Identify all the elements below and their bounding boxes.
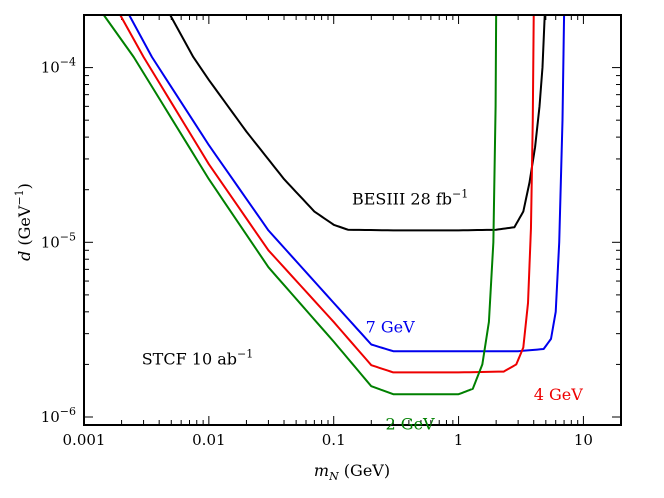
y-tick-base: 10 [41,408,60,426]
plot-frame [83,14,622,426]
x-tick-label: 1 [454,431,464,449]
y-tick-label: 10−6 [41,405,76,426]
series-line [128,15,566,353]
y-axis-label: d (GeV−1) [13,183,34,261]
series-line [102,15,498,396]
y-axis-unit-close: ) [15,183,34,189]
y-tick-exp: −5 [60,230,76,243]
annotation-sup: −1 [452,187,468,200]
x-tick-label: 0.01 [192,431,225,449]
annotation-label: 2 GeV [386,414,436,433]
annotation-text: BESIII 28 fb [352,189,452,208]
series-group [102,15,566,396]
annotation-text: 2 GeV [386,414,436,433]
y-tick-label: 10−4 [41,56,76,77]
annotation-label: BESIII 28 fb−1 [352,187,468,208]
x-axis-sub: N [328,470,339,483]
x-axis-label: mN (GeV) [314,461,390,483]
x-axis-var: m [314,461,329,480]
y-tick-exp: −4 [60,56,76,69]
series-line [119,15,535,374]
y-tick-label: 10−5 [41,230,76,251]
series-line [169,15,546,232]
y-axis-unit: (GeV [15,205,34,251]
y-axis-var: d [15,251,34,261]
annotation-text: 4 GeV [534,385,584,404]
annotation-text: STCF 10 ab [142,349,237,368]
y-tick-exp: −6 [60,405,76,418]
annotation-label: STCF 10 ab−1 [142,347,254,368]
annotation-text: 7 GeV [366,317,416,336]
y-tick-base: 10 [41,59,60,77]
x-tick-label: 0.1 [322,431,346,449]
x-axis-unit: (GeV) [339,461,390,480]
y-axis-unit-sup: −1 [13,189,26,205]
annotation-sup: −1 [237,347,253,360]
annotation-label: 4 GeV [534,385,584,404]
x-tick-label: 0.001 [63,431,106,449]
x-tick-label: 10 [574,431,593,449]
y-tick-base: 10 [41,233,60,251]
annotation-label: 7 GeV [366,317,416,336]
